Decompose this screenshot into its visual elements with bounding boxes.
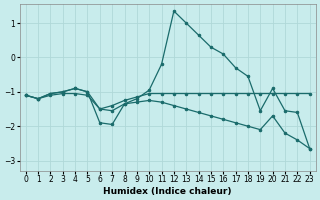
X-axis label: Humidex (Indice chaleur): Humidex (Indice chaleur) <box>103 187 232 196</box>
